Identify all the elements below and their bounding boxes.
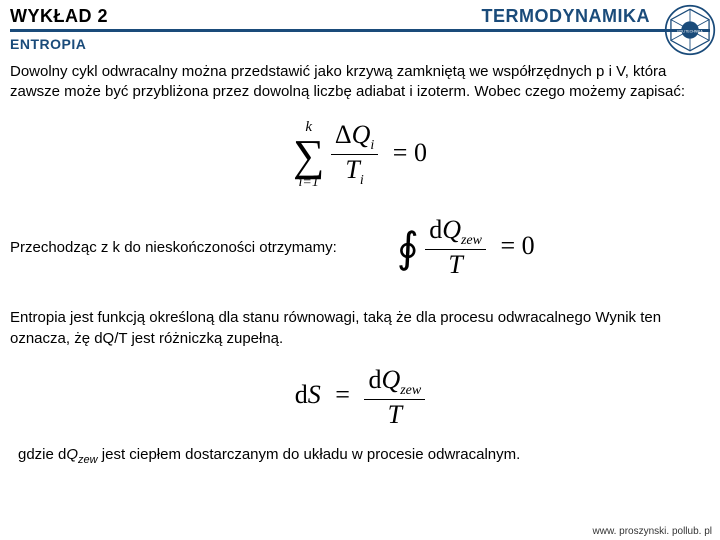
- Qi-sub: i: [370, 138, 374, 153]
- formula-entropy: dS = dQzew T: [0, 351, 720, 444]
- paragraph-1: Dowolny cykl odwracalny można przedstawi…: [0, 60, 720, 105]
- eq-zero-2: = 0: [492, 231, 534, 260]
- S: S: [308, 380, 321, 409]
- slide-header: WYKŁAD 2 TERMODYNAMIKA POLITECHNIKA: [0, 0, 720, 29]
- Ti-sub: i: [360, 173, 364, 188]
- lecture-number: WYKŁAD 2: [10, 6, 108, 27]
- p4-Q: Q: [66, 446, 78, 463]
- d-op: d: [429, 215, 442, 244]
- paragraph-2: Przechodząc z k do nieskończoności otrzy…: [10, 238, 337, 258]
- eq-zero-1: = 0: [385, 138, 427, 167]
- Q3: Q: [381, 365, 400, 394]
- eq-sign: =: [327, 380, 358, 409]
- formula-sum: k ∑ i=1 ΔQi Ti = 0: [0, 105, 720, 206]
- Q: Q: [352, 120, 371, 149]
- svg-text:POLITECHNIKA: POLITECHNIKA: [677, 30, 703, 34]
- Q2: Q: [442, 215, 461, 244]
- footer-url: www. proszynski. pollub. pl: [593, 526, 713, 537]
- contour-integral: ∮: [397, 223, 419, 273]
- Q3-sub: zew: [400, 383, 421, 398]
- Q2-sub: zew: [461, 233, 482, 248]
- d1: d: [295, 380, 308, 409]
- paragraph-4: gdzie dQzew jest ciepłem dostarczanym do…: [0, 444, 720, 468]
- delta: Δ: [335, 120, 352, 149]
- p4-pre: gdzie d: [18, 446, 66, 463]
- T2: T: [448, 250, 462, 279]
- section-title: ENTROPIA: [0, 32, 720, 60]
- T3: T: [388, 400, 402, 429]
- p4-post: jest ciepłem dostarczanym do układu w pr…: [98, 446, 521, 463]
- p4-sub: zew: [78, 454, 98, 466]
- university-logo: POLITECHNIKA: [664, 4, 716, 56]
- formula-integral: ∮ dQzew T = 0: [397, 215, 535, 280]
- paragraph-3: Entropia jest funkcją określoną dla stan…: [0, 306, 720, 351]
- topic-title: TERMODYNAMIKA: [482, 6, 651, 27]
- d2: d: [368, 365, 381, 394]
- sum-symbol: ∑: [293, 136, 324, 176]
- T: T: [345, 155, 359, 184]
